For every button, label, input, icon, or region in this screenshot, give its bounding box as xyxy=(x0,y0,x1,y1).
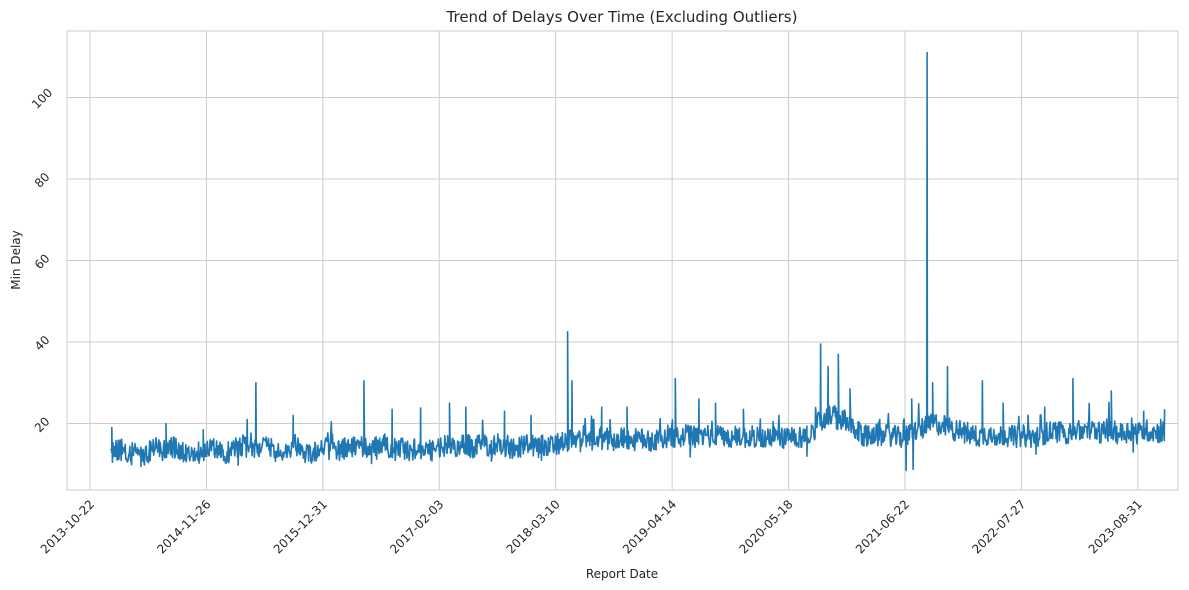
x-tick-label: 2020-05-18 xyxy=(736,497,795,556)
x-tick-label: 2017-02-03 xyxy=(387,497,446,556)
x-tick-label: 2022-07-27 xyxy=(969,497,1028,556)
x-tick-labels: 2013-10-22 2014-11-26 2015-12-31 2017-02-03… xyxy=(38,497,1145,556)
y-tick-label: 60 xyxy=(32,251,53,272)
x-tick-label: 2023-08-31 xyxy=(1086,497,1145,556)
y-tick-label: 40 xyxy=(32,333,53,354)
y-tick-label: 100 xyxy=(29,86,55,112)
series-layer xyxy=(110,51,1166,472)
x-tick-label: 2021-06-22 xyxy=(853,497,912,556)
x-tick-label: 2014-11-26 xyxy=(154,497,213,556)
y-tick-labels: 20 40 60 80 100 xyxy=(29,86,55,436)
x-tick-label: 2019-04-14 xyxy=(620,497,679,556)
x-axis-label: Report Date xyxy=(586,567,658,581)
x-tick-label: 2015-12-31 xyxy=(271,497,330,556)
delay-series-line xyxy=(110,51,1166,472)
y-tick-label: 80 xyxy=(32,170,53,191)
y-tick-label: 20 xyxy=(32,414,53,435)
x-tick-label: 2018-03-10 xyxy=(504,497,563,556)
y-axis-label: Min Delay xyxy=(9,230,23,290)
grid-layer xyxy=(67,31,1178,490)
x-tick-label: 2013-10-22 xyxy=(38,497,97,556)
chart-title: Trend of Delays Over Time (Excluding Out… xyxy=(446,8,798,26)
